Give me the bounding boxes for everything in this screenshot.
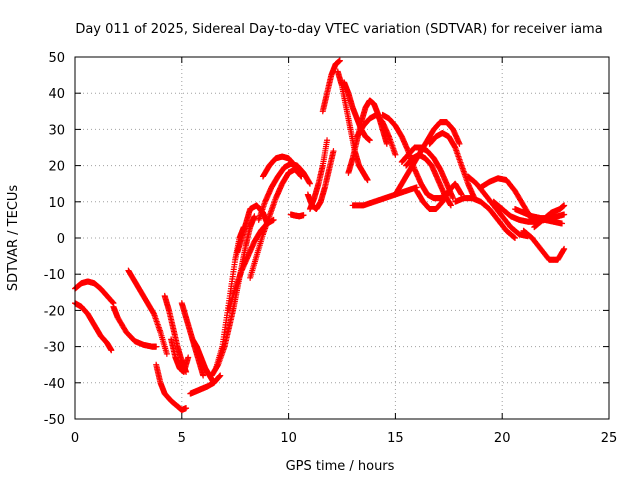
series-s10 xyxy=(187,372,224,397)
data-point xyxy=(364,177,371,184)
series-s5 xyxy=(153,361,190,413)
x-tick-label: 0 xyxy=(71,431,79,446)
data-point xyxy=(559,220,566,227)
data-point xyxy=(300,212,307,219)
data-point xyxy=(217,372,224,379)
series-s20 xyxy=(306,137,331,213)
data-point xyxy=(366,137,373,144)
x-tick-label: 10 xyxy=(280,431,297,446)
series-s25 xyxy=(353,111,399,158)
data-points xyxy=(72,57,568,413)
data-point xyxy=(251,213,258,220)
y-tick-label: -40 xyxy=(44,377,65,392)
data-point xyxy=(561,245,568,252)
data-point xyxy=(108,347,115,354)
series-s13 xyxy=(225,216,277,314)
data-point xyxy=(163,350,170,357)
data-point xyxy=(298,173,305,180)
y-axis-label: SDTVAR / TECUs xyxy=(6,185,21,292)
data-point xyxy=(153,343,160,350)
y-axis-ticks: -50 -40 -30 -20 -10 0 10 20 30 40 50 xyxy=(44,51,609,428)
data-point xyxy=(200,372,207,379)
x-tick-label: 20 xyxy=(494,431,511,446)
series-s2 xyxy=(72,278,117,307)
y-tick-label: 10 xyxy=(48,196,65,211)
series-s30 xyxy=(403,151,454,209)
data-point xyxy=(392,151,399,158)
plot-frame xyxy=(74,56,610,420)
y-tick-label: 0 xyxy=(57,232,65,247)
data-point xyxy=(185,354,192,361)
y-tick-label: 50 xyxy=(48,51,65,66)
data-point xyxy=(306,180,313,187)
x-axis-ticks: 0 5 10 15 20 25 xyxy=(71,57,617,446)
series-s16 xyxy=(255,160,313,223)
y-tick-label: 20 xyxy=(48,160,65,175)
series-s29 xyxy=(398,144,457,202)
series-s4 xyxy=(125,267,170,357)
data-point xyxy=(447,202,454,209)
series-s18 xyxy=(287,211,307,220)
series-s1 xyxy=(72,300,115,354)
series-s38 xyxy=(520,227,568,263)
y-tick-label: 40 xyxy=(48,87,65,102)
data-point xyxy=(561,211,568,218)
series-s7 xyxy=(168,336,192,375)
data-point xyxy=(183,405,190,412)
data-point xyxy=(450,195,457,202)
data-point xyxy=(511,234,518,241)
series-s32 xyxy=(426,130,478,202)
y-tick-label: -50 xyxy=(44,413,65,428)
series-s17 xyxy=(259,153,305,180)
series-s31 xyxy=(413,180,465,213)
y-tick-label: -10 xyxy=(44,268,65,283)
x-axis-label: GPS time / hours xyxy=(286,459,395,474)
y-tick-label: -30 xyxy=(44,341,65,356)
x-tick-label: 25 xyxy=(601,431,618,446)
data-point xyxy=(270,216,277,223)
data-point xyxy=(456,140,463,147)
series-s33 xyxy=(452,195,519,241)
data-point xyxy=(561,202,568,209)
series-s39 xyxy=(531,202,568,231)
chart-title: Day 011 of 2025, Sidereal Day-to-day VTE… xyxy=(75,22,602,37)
data-point xyxy=(324,137,331,144)
data-point xyxy=(330,148,337,155)
y-tick-label: -20 xyxy=(44,304,65,319)
x-tick-label: 5 xyxy=(178,431,186,446)
data-point xyxy=(336,57,343,64)
x-tick-label: 15 xyxy=(387,431,404,446)
grid-lines xyxy=(75,57,609,419)
series-s26 xyxy=(349,184,420,209)
series-s21 xyxy=(319,57,343,115)
y-tick-label: 30 xyxy=(48,123,65,138)
series-s3 xyxy=(110,303,160,350)
data-point xyxy=(512,235,519,241)
